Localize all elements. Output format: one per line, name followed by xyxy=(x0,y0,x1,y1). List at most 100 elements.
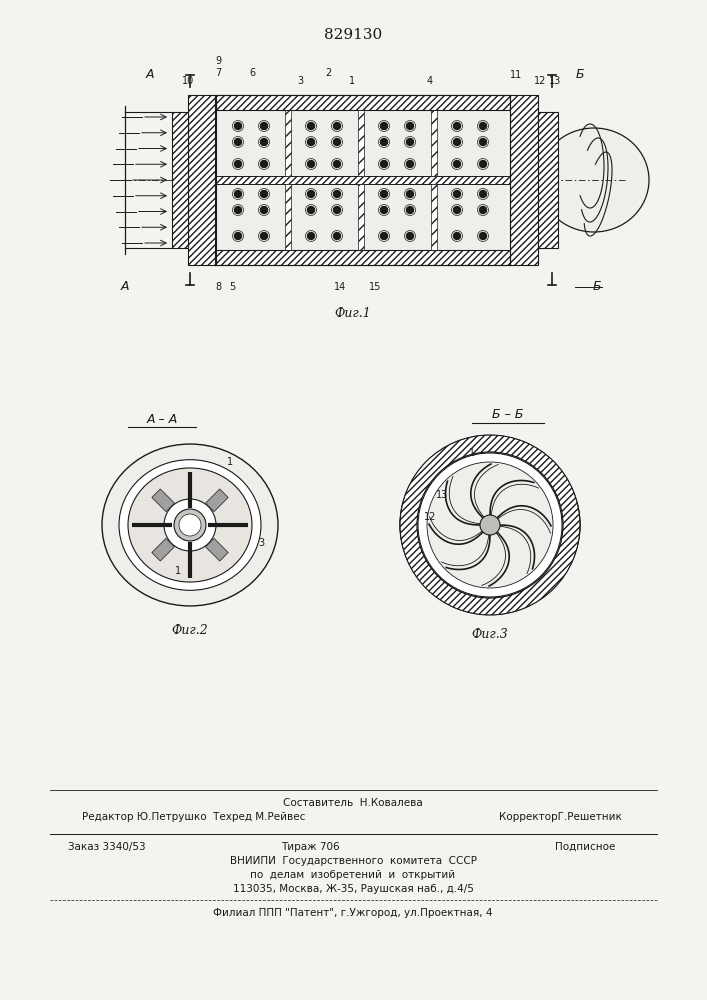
Circle shape xyxy=(260,138,267,145)
Bar xyxy=(215,184,288,250)
Circle shape xyxy=(380,160,387,167)
Ellipse shape xyxy=(400,440,580,610)
Bar xyxy=(215,110,288,176)
Circle shape xyxy=(235,138,242,145)
Circle shape xyxy=(380,232,387,239)
Text: А: А xyxy=(146,68,154,82)
Wedge shape xyxy=(400,435,580,615)
Bar xyxy=(288,184,361,250)
Circle shape xyxy=(260,160,267,167)
Circle shape xyxy=(260,190,267,198)
Text: ВНИИПИ  Государственного  комитета  СССР: ВНИИПИ Государственного комитета СССР xyxy=(230,856,477,866)
Bar xyxy=(358,184,364,250)
Circle shape xyxy=(407,232,414,239)
Circle shape xyxy=(260,122,267,129)
Bar xyxy=(188,95,216,265)
Text: 829130: 829130 xyxy=(324,28,382,42)
Bar xyxy=(206,489,228,512)
Circle shape xyxy=(407,122,414,129)
Text: Тираж 706: Тираж 706 xyxy=(281,842,339,852)
Text: Б – Б: Б – Б xyxy=(492,408,524,422)
Bar xyxy=(215,250,510,265)
Text: 1: 1 xyxy=(349,76,355,86)
Bar xyxy=(361,184,434,250)
Text: Б: Б xyxy=(592,280,602,294)
Text: Б: Б xyxy=(575,68,584,82)
Text: 15: 15 xyxy=(369,282,381,292)
Text: 4: 4 xyxy=(427,76,433,86)
Text: 9: 9 xyxy=(215,56,221,66)
Text: 1: 1 xyxy=(227,457,233,467)
Circle shape xyxy=(479,138,486,145)
Circle shape xyxy=(334,122,341,129)
Circle shape xyxy=(174,509,206,541)
Circle shape xyxy=(453,232,460,239)
Text: 1: 1 xyxy=(175,566,181,576)
Text: 11: 11 xyxy=(510,70,522,80)
Text: КорректорГ.Решетник: КорректорГ.Решетник xyxy=(499,812,622,822)
Bar xyxy=(206,538,228,561)
Circle shape xyxy=(479,232,486,239)
Circle shape xyxy=(453,160,460,167)
Text: 3: 3 xyxy=(258,538,264,548)
Text: 12: 12 xyxy=(423,512,436,522)
Circle shape xyxy=(235,190,242,198)
Text: 10: 10 xyxy=(182,76,194,86)
Circle shape xyxy=(480,515,500,535)
Text: 7: 7 xyxy=(215,68,221,78)
Text: 113035, Москва, Ж-35, Раушская наб., д.4/5: 113035, Москва, Ж-35, Раушская наб., д.4… xyxy=(233,884,474,894)
Text: Фиг.1: Фиг.1 xyxy=(334,307,371,320)
Circle shape xyxy=(308,232,315,239)
Text: 13: 13 xyxy=(549,76,561,86)
Circle shape xyxy=(308,122,315,129)
Bar xyxy=(434,110,507,176)
Bar xyxy=(285,184,291,250)
Circle shape xyxy=(453,138,460,145)
Circle shape xyxy=(407,190,414,198)
Circle shape xyxy=(334,160,341,167)
Bar xyxy=(215,176,510,184)
Circle shape xyxy=(235,160,242,167)
Text: 14: 14 xyxy=(334,282,346,292)
Circle shape xyxy=(407,207,414,214)
Text: 1: 1 xyxy=(469,448,475,458)
Circle shape xyxy=(380,138,387,145)
Bar xyxy=(172,112,188,248)
Circle shape xyxy=(260,207,267,214)
Circle shape xyxy=(380,190,387,198)
Circle shape xyxy=(235,207,242,214)
Circle shape xyxy=(179,514,201,536)
Circle shape xyxy=(308,160,315,167)
Circle shape xyxy=(260,232,267,239)
Text: Фиг.3: Фиг.3 xyxy=(472,629,508,642)
Ellipse shape xyxy=(128,468,252,582)
Text: А: А xyxy=(121,280,129,294)
Circle shape xyxy=(308,138,315,145)
Text: 6: 6 xyxy=(249,68,255,78)
Bar xyxy=(152,538,175,561)
Ellipse shape xyxy=(102,444,278,606)
Bar xyxy=(431,110,437,176)
Circle shape xyxy=(479,190,486,198)
Circle shape xyxy=(308,190,315,198)
Circle shape xyxy=(164,499,216,551)
Circle shape xyxy=(380,122,387,129)
Bar xyxy=(152,489,175,512)
Bar xyxy=(288,110,361,176)
Circle shape xyxy=(235,122,242,129)
Circle shape xyxy=(334,232,341,239)
Ellipse shape xyxy=(539,128,649,232)
Text: Заказ 3340/53: Заказ 3340/53 xyxy=(68,842,146,852)
Text: 8: 8 xyxy=(215,282,221,292)
Text: Редактор Ю.Петрушко  Техред М.Рейвес: Редактор Ю.Петрушко Техред М.Рейвес xyxy=(82,812,305,822)
Bar xyxy=(434,184,507,250)
Circle shape xyxy=(479,122,486,129)
Text: Филиал ППП "Патент", г.Ужгород, ул.Проектная, 4: Филиал ППП "Патент", г.Ужгород, ул.Проек… xyxy=(214,908,493,918)
Bar xyxy=(431,184,437,250)
Text: Фиг.2: Фиг.2 xyxy=(172,624,209,637)
Circle shape xyxy=(418,453,562,597)
Circle shape xyxy=(334,207,341,214)
Circle shape xyxy=(453,122,460,129)
Text: по  делам  изобретений  и  открытий: по делам изобретений и открытий xyxy=(250,870,455,880)
Circle shape xyxy=(479,160,486,167)
